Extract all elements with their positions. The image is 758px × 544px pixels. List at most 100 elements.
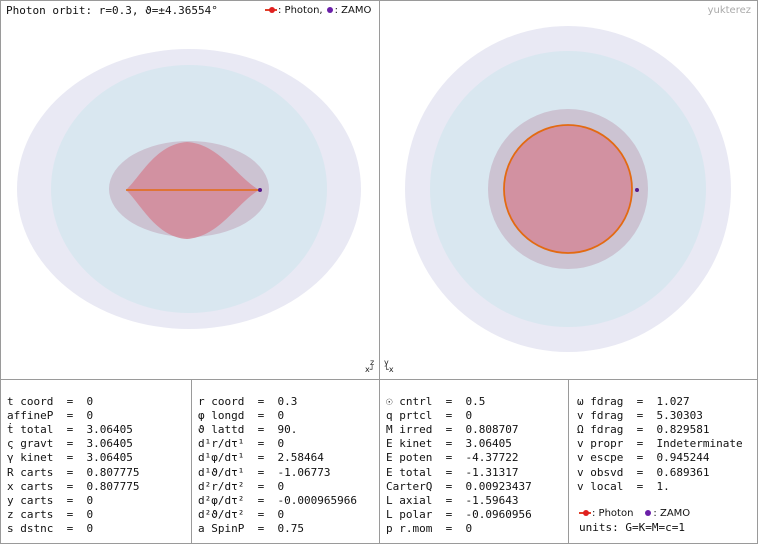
axis-indicator: z x┘ [365,358,375,374]
info-equals: = [244,507,278,521]
info-label: r coord [198,395,245,408]
info-label: v obsvd [577,465,624,479]
info-value: 0.807775 [86,479,140,493]
info-equals: = [432,451,466,465]
info-row: v propr = Indeterminate [577,437,743,451]
info-label: v fdrag [577,409,624,423]
zamo-marker [635,188,639,192]
info-value: 0.00923437 [465,479,532,493]
zamo-legend-label: : ZAMO [334,5,372,16]
axis-label-x: └x [384,365,394,374]
info-value: -0.000965966 [277,493,357,507]
panel-divider [379,1,380,379]
info-row: d¹φ/dτ¹ = 2.58464 [198,451,324,465]
info-value: 0.3 [277,395,298,408]
photon-legend-label: : Photon, [278,5,323,16]
info-label: a SpinP [198,521,245,535]
info-label: E poten [386,451,433,465]
info-label: ω fdrag [577,395,624,408]
zamo-marker [258,188,262,192]
info-value: 0.689361 [656,465,710,479]
info-equals: = [432,465,466,479]
zamo-legend-icon [645,510,652,516]
info-equals: = [623,423,657,437]
info-equals: = [432,437,466,451]
top-view-plot [405,26,731,352]
info-equals: = [244,437,278,451]
info-label: d¹ϑ/dτ¹ [198,465,245,479]
info-label: d²ϑ/dτ² [198,507,245,521]
info-value: 0 [86,521,94,535]
info-row: v obsvd = 0.689361 [577,466,709,480]
info-equals: = [432,479,466,493]
info-value: 0.5 [465,395,486,408]
info-equals: = [244,479,278,493]
info-row: d²ϑ/dτ² = 0 [198,508,284,522]
info-equals: = [53,409,87,423]
info-row: Ω fdrag = 0.829581 [577,423,709,437]
info-label: s dstnc [7,521,54,535]
info-equals: = [53,423,87,437]
top-view-panel[interactable]: yukterez y └x [380,1,757,379]
info-value: 3.06405 [86,437,133,451]
info-label: d²φ/dτ² [198,493,245,507]
info-label: ς gravt [7,437,54,451]
info-row: L axial = -1.59643 [386,494,518,508]
side-view-panel[interactable]: Photon orbit: r=0.3, ϑ=±4.36554° : Photo… [1,1,379,379]
info-row: d¹r/dτ¹ = 0 [198,437,284,451]
info-value: 0.829581 [656,423,710,437]
info-row: CarterQ = 0.00923437 [386,480,532,494]
info-row: d¹ϑ/dτ¹ = -1.06773 [198,466,330,480]
plot-legend: : Photon, : ZAMO [265,5,371,16]
info-row: γ kinet = 3.06405 [7,451,133,465]
info-equals: = [244,409,278,423]
info-equals: = [244,521,278,535]
info-value: 90. [277,423,298,437]
info-label: CarterQ [386,479,433,493]
info-label: v local [577,479,624,493]
axis-label-z: z [370,358,375,367]
info-row: E poten = -4.37722 [386,451,518,465]
info-equals: = [623,479,657,493]
info-row: r coord = 0.3 [198,395,297,409]
info-row: s dstnc = 0 [7,522,93,536]
photon-orbit-circle [503,124,633,254]
info-row: z carts = 0 [7,508,93,522]
info-value: -1.59643 [465,493,519,507]
info-row: d²φ/dτ² = -0.000965966 [198,494,357,508]
info-equals: = [623,437,657,451]
info-equals: = [244,423,278,437]
info-row: L polar = -0.0960956 [386,508,532,522]
info-label: d¹φ/dτ¹ [198,451,245,465]
info-label: L polar [386,507,433,521]
info-row: ω fdrag = 1.027 [577,395,690,409]
info-value: -4.37722 [465,451,519,465]
info-label: E total [386,465,433,479]
info-row: q prtcl = 0 [386,409,472,423]
axis-label-x: x┘ [365,365,375,374]
info-value: -1.06773 [277,465,331,479]
info-label: Ω fdrag [577,423,624,437]
info-value: 0 [86,409,94,423]
info-equals: = [623,451,657,465]
info-value: 0.807775 [86,465,140,479]
info-equals: = [432,409,466,423]
zamo-legend-icon [326,7,333,13]
info-equals: = [53,493,87,507]
info-value: 1.027 [656,395,690,408]
info-equals: = [432,507,466,521]
photon-legend-icon [579,510,591,516]
info-equals: = [53,479,87,493]
brand-label: yukterez [707,5,751,16]
info-label: E kinet [386,437,433,451]
info-row: d²r/dτ² = 0 [198,480,284,494]
info-value: 1. [656,479,670,493]
photon-legend-icon [265,7,277,13]
info-label: R carts [7,465,54,479]
info-equals: = [53,465,87,479]
column-divider [568,380,569,543]
info-equals: = [244,451,278,465]
